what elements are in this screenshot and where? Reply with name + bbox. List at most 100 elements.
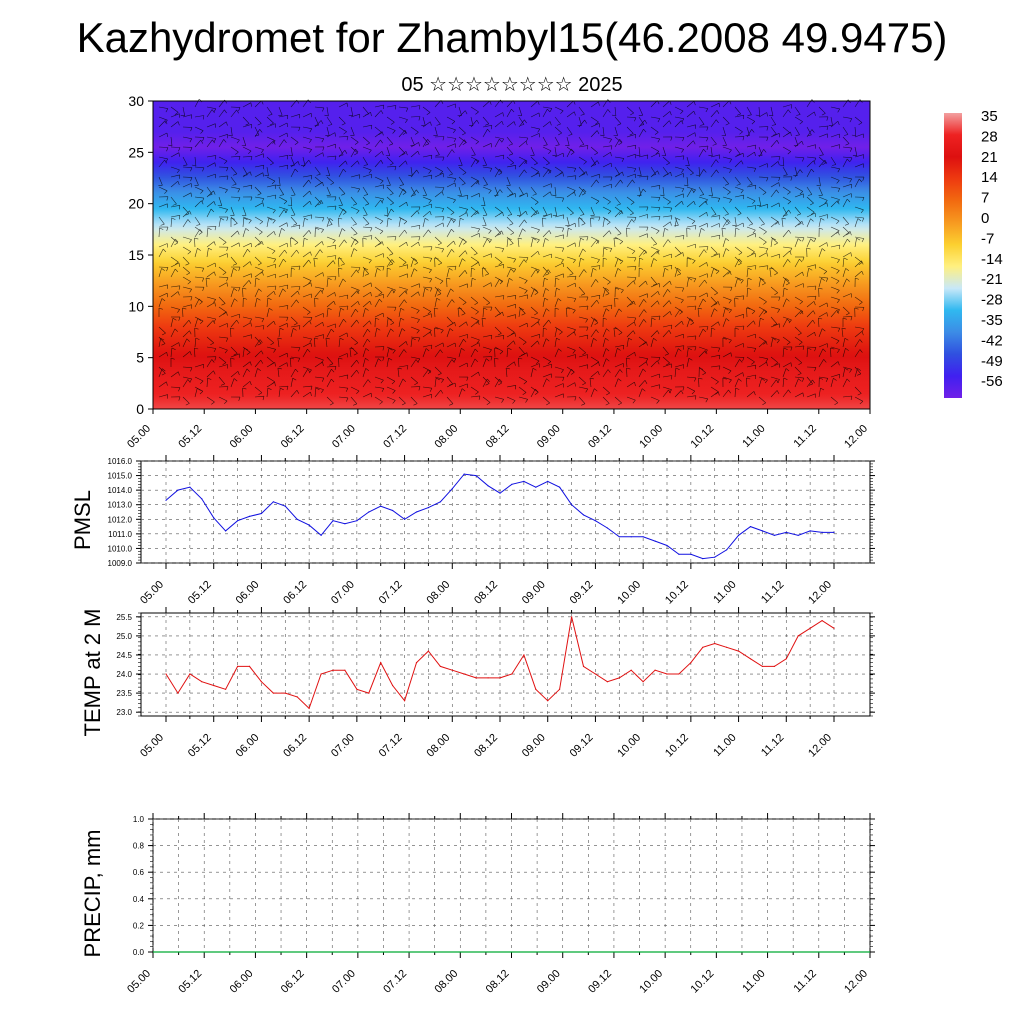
wind-barb (542, 191, 551, 198)
wind-barb (542, 156, 550, 164)
wind-barb-flag (819, 227, 824, 230)
wind-barb-flag (546, 402, 550, 406)
wind-barb-flag (609, 230, 612, 235)
wind-barb (230, 319, 237, 328)
temp2m-point (654, 669, 656, 671)
wind-barb-flag (828, 125, 833, 127)
wind-barb (734, 295, 744, 298)
wind-barb-flag (177, 309, 180, 313)
wind-barb (314, 386, 324, 390)
wind-barb-flag (418, 105, 421, 110)
wind-barb-flag (190, 177, 193, 182)
wind-barb (314, 241, 323, 248)
temp2m-panel: 23.023.524.024.525.025.505.00 05.12 06.00 0… (80, 607, 875, 760)
wind-barb (410, 150, 418, 158)
wind-barb-flag (547, 108, 551, 113)
wind-barb (602, 230, 610, 238)
wind-barb (170, 268, 176, 278)
wind-barb (182, 136, 192, 139)
wind-barb (434, 246, 444, 250)
wind-barb-flag (844, 223, 849, 226)
wind-barb (398, 318, 401, 328)
wind-barb-flag (178, 342, 180, 347)
temp2m-point (761, 665, 764, 668)
wind-barb (674, 146, 684, 150)
wind-barb (698, 366, 706, 374)
pmsl-point (201, 498, 203, 500)
wind-barb (230, 353, 240, 358)
wind-barb (722, 166, 732, 170)
wind-barb (170, 113, 180, 118)
wind-barb-flag (580, 237, 585, 241)
wind-barb-flag (755, 145, 757, 150)
wind-barb-flag (562, 262, 564, 267)
wind-barb-flag (392, 400, 396, 404)
wind-barb-flag (272, 250, 276, 254)
wind-barb-flag (417, 319, 420, 323)
wind-barb-flag (797, 373, 802, 376)
wind-barb (614, 226, 622, 234)
wind-barb-flag (836, 280, 840, 284)
wind-barb-flag (195, 337, 200, 340)
wind-barb (338, 146, 344, 156)
wind-barb (770, 363, 780, 368)
wind-barb-flag (243, 217, 248, 220)
wind-barb-flag (199, 380, 204, 385)
wind-barb-flag (418, 142, 420, 147)
wind-barb-flag (760, 317, 765, 321)
wind-barb (194, 126, 204, 131)
wind-barb-flag (427, 370, 432, 375)
precip-y-tick-label: 0.6 (133, 868, 145, 877)
temp2m-point (356, 688, 358, 690)
wind-barb-flag (475, 391, 479, 395)
wind-barb (218, 196, 223, 206)
wind-barb-flag (849, 147, 853, 152)
wind-barb-flag (306, 311, 311, 315)
wind-barb (698, 350, 706, 358)
chart-subtitle: 05 ☆☆☆☆☆☆☆☆ 2025 (401, 74, 623, 96)
wind-barb (254, 129, 260, 138)
wind-barb (506, 396, 516, 401)
wind-barb (314, 356, 324, 361)
wind-barb (626, 106, 634, 114)
wind-barb (518, 228, 523, 238)
wind-barb-flag (667, 289, 671, 293)
wind-barb-flag (465, 209, 468, 213)
wind-barb-flag (836, 230, 840, 234)
wind-barb-flag (315, 227, 320, 230)
wind-barb (602, 358, 607, 368)
wind-barb-flag (211, 359, 215, 363)
wind-barb-flag (594, 388, 598, 392)
wind-barb-flag (604, 217, 609, 221)
wind-barb (854, 206, 864, 211)
precip-x-tick-label: 10.12 (689, 968, 717, 996)
wind-barb (734, 136, 745, 138)
wind-barb-flag (688, 357, 693, 361)
wind-barb (830, 216, 840, 222)
wind-barb-flag (238, 156, 241, 161)
wind-barb (662, 389, 669, 398)
wind-barb-flag (797, 332, 802, 336)
wind-barb-flag (466, 377, 469, 381)
wind-barb (698, 273, 708, 278)
wind-barb-flag (235, 151, 239, 155)
wind-barb (602, 183, 612, 188)
wind-barb-flag (849, 118, 853, 123)
wind-barb-flag (751, 361, 755, 365)
wind-barb (842, 395, 852, 398)
wind-barb (494, 166, 502, 174)
wind-barb-flag (257, 193, 262, 196)
wind-barb (266, 106, 273, 115)
wind-barb-flag (681, 149, 684, 153)
wind-barb (674, 345, 684, 348)
wind-barb (554, 166, 563, 173)
wind-barb-flag (557, 298, 562, 302)
wind-barb-flag (754, 253, 756, 258)
wind-barb (794, 376, 804, 379)
wind-barb-flag (310, 317, 313, 322)
wind-barb-flag (502, 212, 504, 217)
wind-barb (818, 242, 827, 248)
wind-barb (506, 326, 515, 333)
temp2m-point (547, 700, 549, 702)
wind-barb (446, 116, 456, 122)
